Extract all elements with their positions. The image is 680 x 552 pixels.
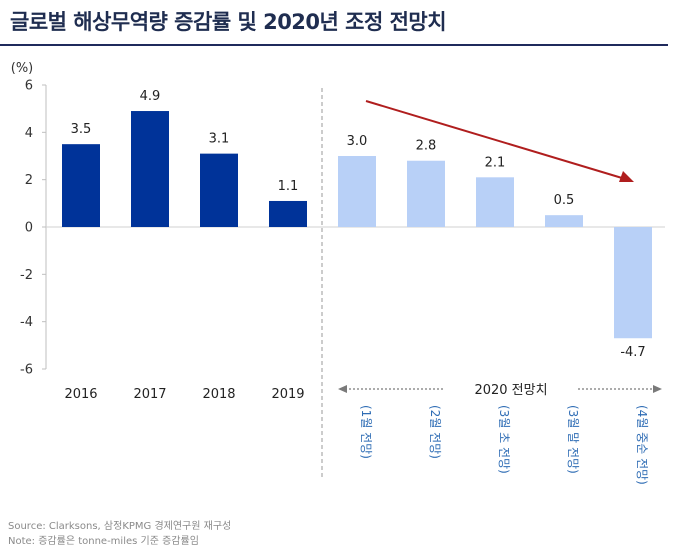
y-tick-label: 0 bbox=[25, 221, 33, 236]
forecast-bar bbox=[476, 177, 514, 227]
x-category-label: 2019 bbox=[271, 387, 304, 402]
y-tick-label: 6 bbox=[25, 79, 33, 94]
forecast-category-label: (4월 중순 전망) bbox=[635, 405, 649, 485]
x-category-label: 2018 bbox=[202, 387, 235, 402]
actual-data-label: 4.9 bbox=[140, 89, 161, 104]
forecast-category-label: (3월 초 전망) bbox=[497, 405, 511, 474]
y-tick-label: 2 bbox=[25, 173, 33, 188]
actual-bar bbox=[62, 144, 100, 227]
title-divider bbox=[0, 44, 668, 46]
actual-bar bbox=[131, 111, 169, 227]
forecast-category-label: (1월 전망) bbox=[359, 405, 373, 459]
forecast-range-arrowhead-left bbox=[338, 385, 347, 393]
forecast-bar bbox=[338, 156, 376, 227]
forecast-data-label: -4.7 bbox=[620, 345, 645, 360]
y-tick-label: -6 bbox=[20, 363, 33, 378]
footnote: Note: 증감률은 tonne-miles 기준 증감률임 bbox=[8, 536, 199, 547]
forecast-data-label: 0.5 bbox=[554, 193, 575, 208]
actual-data-label: 3.5 bbox=[71, 122, 92, 137]
forecast-data-label: 2.1 bbox=[485, 155, 506, 170]
forecast-group-label: 2020 전망치 bbox=[474, 383, 547, 398]
forecast-bar bbox=[407, 160, 445, 227]
x-category-label: 2016 bbox=[64, 387, 97, 402]
trend-arrow-head bbox=[619, 171, 634, 182]
forecast-range-arrowhead-right bbox=[653, 385, 662, 393]
y-tick-label: -2 bbox=[20, 268, 33, 283]
y-tick-label: 4 bbox=[25, 126, 33, 141]
actual-bar bbox=[200, 153, 238, 227]
y-axis-unit: (%) bbox=[11, 61, 34, 76]
actual-data-label: 1.1 bbox=[278, 179, 299, 194]
forecast-bar bbox=[545, 215, 583, 227]
actual-bar bbox=[269, 200, 307, 227]
forecast-bar bbox=[614, 227, 652, 339]
source-note: Source: Clarksons, 삼정KPMG 경제연구원 재구성 bbox=[8, 521, 232, 532]
forecast-category-label: (2월 전망) bbox=[428, 405, 442, 459]
forecast-data-label: 3.0 bbox=[347, 134, 368, 149]
forecast-category-label: (3월 말 전망) bbox=[566, 405, 580, 474]
trend-arrow-line bbox=[365, 100, 623, 179]
page-title: 글로벌 해상무역량 증감률 및 2020년 조정 전망치 bbox=[10, 10, 447, 34]
x-category-label: 2017 bbox=[133, 387, 166, 402]
y-tick-label: -4 bbox=[20, 315, 33, 330]
forecast-data-label: 2.8 bbox=[416, 139, 437, 154]
actual-data-label: 3.1 bbox=[209, 132, 230, 147]
